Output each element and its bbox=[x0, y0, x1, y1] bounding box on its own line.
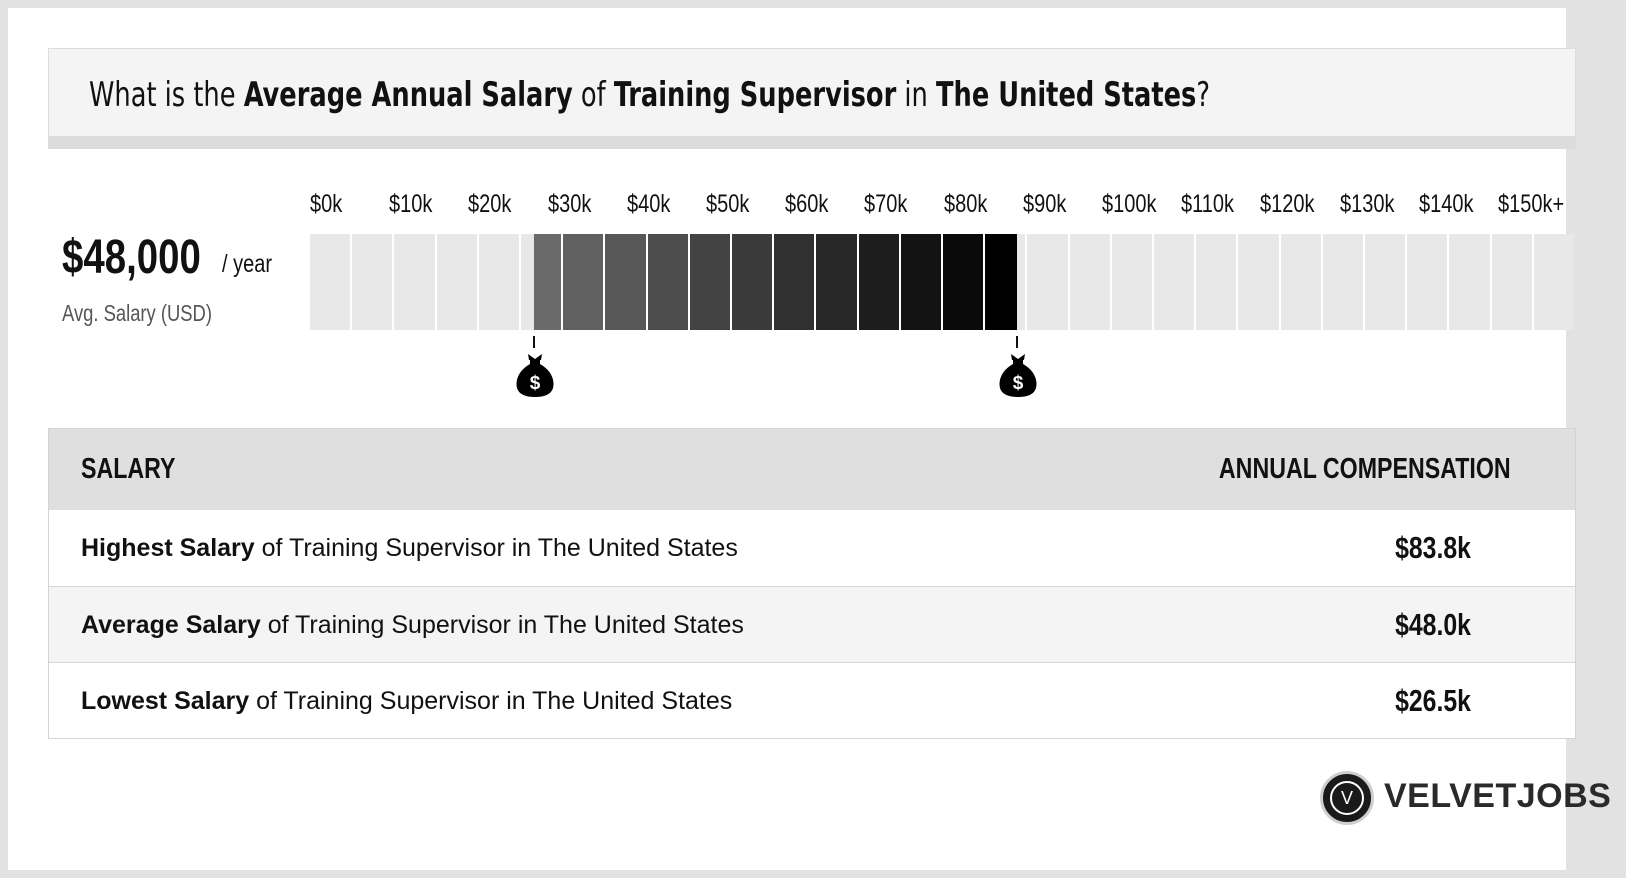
money-bag-icon: $ bbox=[515, 352, 555, 398]
bar-range-segment bbox=[689, 234, 730, 330]
axis-tick-label: $40k bbox=[626, 190, 671, 218]
bar-segment bbox=[1280, 234, 1321, 330]
logo-badge-icon: V bbox=[1320, 771, 1374, 825]
axis-tick-label: $130k bbox=[1339, 190, 1395, 218]
bar-range-segment bbox=[900, 234, 941, 330]
row-value: $48.0k bbox=[1395, 607, 1471, 642]
page-title: What is the Average Annual Salary of Tra… bbox=[89, 75, 1211, 115]
bar-segment bbox=[436, 234, 477, 330]
bar-segment bbox=[1491, 234, 1532, 330]
bar-range-segment bbox=[985, 234, 1018, 330]
bar-range-segment bbox=[605, 234, 646, 330]
salary-range-bar bbox=[310, 234, 1576, 330]
average-salary-value: $48,000 bbox=[62, 231, 201, 284]
header-annual-compensation: ANNUAL COMPENSATION bbox=[1219, 453, 1511, 485]
axis-tick-label: $150k+ bbox=[1498, 190, 1565, 218]
table-row: Lowest Salary of Training Supervisor in … bbox=[49, 662, 1575, 738]
axis-tick-label: $20k bbox=[468, 190, 512, 218]
bar-range-segment bbox=[563, 234, 604, 330]
table-row: Highest Salary of Training Supervisor in… bbox=[49, 510, 1575, 586]
axis-tick-label: $0k bbox=[310, 190, 343, 218]
bar-range-segment bbox=[533, 234, 562, 330]
row-label: Highest Salary of Training Supervisor in… bbox=[81, 534, 738, 562]
table-header: SALARY ANNUAL COMPENSATION bbox=[49, 429, 1575, 510]
title-underline bbox=[48, 136, 1576, 149]
bar-segment bbox=[1069, 234, 1110, 330]
bar-segment bbox=[1196, 234, 1237, 330]
bar-segment bbox=[1111, 234, 1152, 330]
bar-segment bbox=[310, 234, 351, 330]
axis-tick-label: $140k bbox=[1418, 190, 1474, 218]
bar-segment bbox=[1365, 234, 1406, 330]
header-salary: SALARY bbox=[81, 453, 176, 485]
svg-text:$: $ bbox=[1013, 373, 1024, 394]
average-salary-caption: Avg. Salary (USD) bbox=[62, 300, 212, 326]
axis-tick-label: $90k bbox=[1022, 190, 1067, 218]
bar-range-segment bbox=[858, 234, 899, 330]
bar-range-segment bbox=[943, 234, 984, 330]
bar-segment bbox=[1027, 234, 1068, 330]
row-label: Lowest Salary of Training Supervisor in … bbox=[81, 687, 733, 715]
row-label: Average Salary of Training Supervisor in… bbox=[81, 611, 744, 639]
bar-segment bbox=[1238, 234, 1279, 330]
axis-tick-label: $70k bbox=[864, 190, 908, 218]
bar-range-segment bbox=[732, 234, 773, 330]
bar-segment bbox=[1322, 234, 1363, 330]
title-box: What is the Average Annual Salary of Tra… bbox=[48, 48, 1576, 136]
axis-tick-label: $50k bbox=[706, 190, 750, 218]
axis-tick-label: $100k bbox=[1102, 190, 1157, 218]
bar-segment bbox=[1407, 234, 1448, 330]
bar-segment bbox=[1533, 234, 1574, 330]
axis-tick-label: $110k bbox=[1181, 190, 1235, 218]
salary-table: SALARY ANNUAL COMPENSATION Highest Salar… bbox=[48, 428, 1576, 739]
axis-tick-label: $120k bbox=[1260, 190, 1315, 218]
axis-tick-label: $80k bbox=[943, 190, 987, 218]
bar-range-segment bbox=[816, 234, 857, 330]
table-row: Average Salary of Training Supervisor in… bbox=[49, 586, 1575, 662]
axis-tick-label: $30k bbox=[547, 190, 591, 218]
money-bag-icon: $ bbox=[998, 352, 1038, 398]
svg-text:$: $ bbox=[529, 373, 540, 394]
marker-tick bbox=[1016, 336, 1019, 348]
axis-tick-label: $60k bbox=[785, 190, 829, 218]
bar-segment bbox=[352, 234, 393, 330]
per-year-label: / year bbox=[222, 250, 273, 278]
row-value: $26.5k bbox=[1395, 683, 1471, 718]
bar-segment bbox=[1449, 234, 1490, 330]
bar-segment bbox=[1154, 234, 1195, 330]
bar-segment bbox=[394, 234, 435, 330]
axis-tick-label: $10k bbox=[389, 190, 433, 218]
bar-range-segment bbox=[774, 234, 815, 330]
marker-tick bbox=[532, 336, 535, 348]
row-value: $83.8k bbox=[1395, 530, 1471, 565]
logo-text: VELVETJOBS bbox=[1384, 777, 1612, 815]
bar-range-segment bbox=[647, 234, 688, 330]
bar-segment bbox=[478, 234, 519, 330]
